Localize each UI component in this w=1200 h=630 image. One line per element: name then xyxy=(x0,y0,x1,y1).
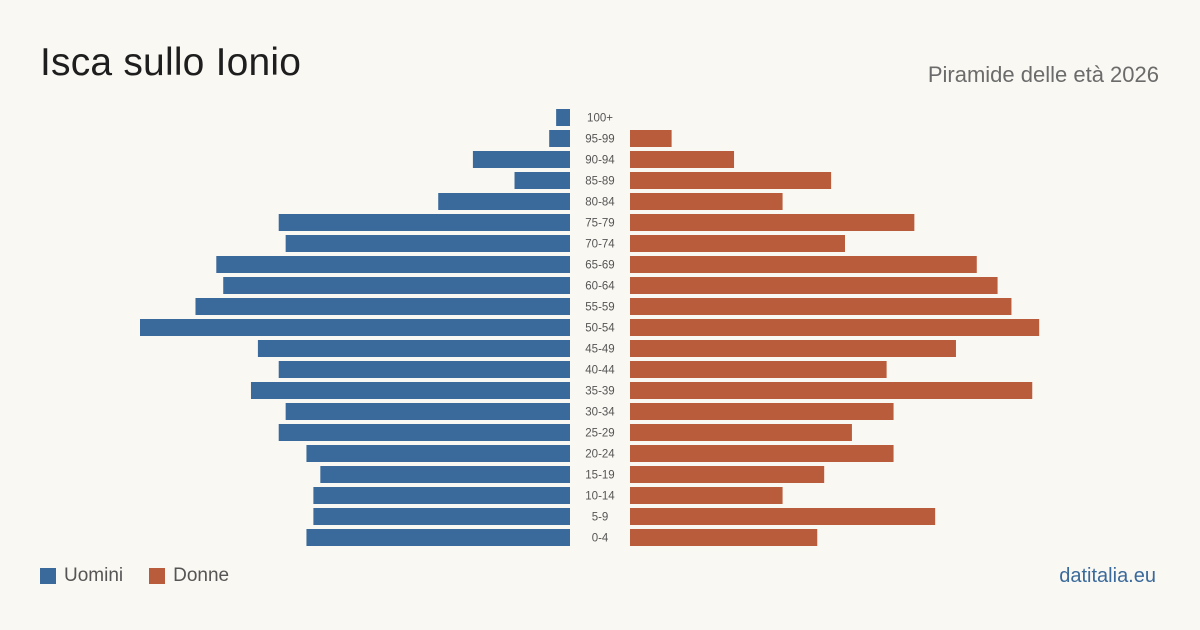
bar-women-95-99 xyxy=(630,130,672,147)
legend-item-men: Uomini xyxy=(40,565,123,587)
bar-women-50-54 xyxy=(630,319,1040,336)
age-label-85-89: 85-89 xyxy=(585,176,614,188)
bar-men-100+ xyxy=(556,109,570,126)
bar-women-90-94 xyxy=(630,151,735,168)
bar-men-85-89 xyxy=(514,172,570,189)
bar-men-25-29 xyxy=(278,424,570,441)
bar-men-55-59 xyxy=(195,298,570,315)
bar-women-70-74 xyxy=(630,235,845,252)
legend-swatch-men xyxy=(40,568,56,584)
age-label-30-34: 30-34 xyxy=(585,407,615,419)
age-label-45-49: 45-49 xyxy=(585,344,614,356)
bar-women-10-14 xyxy=(630,487,783,504)
age-label-35-39: 35-39 xyxy=(585,386,614,398)
page-title: Isca sullo Ionio xyxy=(40,41,302,84)
bar-men-5-9 xyxy=(313,508,570,525)
age-label-50-54: 50-54 xyxy=(585,323,615,335)
legend-label-men: Uomini xyxy=(64,565,124,586)
bar-men-0-4 xyxy=(306,529,570,546)
legend: Uomini Donne xyxy=(40,565,255,587)
bar-women-15-19 xyxy=(630,466,825,483)
age-label-40-44: 40-44 xyxy=(585,365,615,377)
source-link[interactable]: datitalia.eu xyxy=(1059,565,1156,587)
age-label-55-59: 55-59 xyxy=(585,302,614,314)
bar-women-65-69 xyxy=(630,256,977,273)
age-label-20-24: 20-24 xyxy=(585,449,615,461)
chart-subtitle: Piramide delle età 2026 xyxy=(927,62,1159,87)
bar-men-15-19 xyxy=(320,466,570,483)
age-label-60-64: 60-64 xyxy=(585,281,615,293)
age-label-10-14: 10-14 xyxy=(585,491,615,503)
bar-women-5-9 xyxy=(630,508,936,525)
bar-men-75-79 xyxy=(278,214,570,231)
bar-women-75-79 xyxy=(630,214,915,231)
age-label-0-4: 0-4 xyxy=(592,533,609,545)
bar-women-20-24 xyxy=(630,445,894,462)
age-label-95-99: 95-99 xyxy=(585,134,614,146)
bar-men-30-34 xyxy=(285,403,570,420)
bar-women-25-29 xyxy=(630,424,852,441)
bar-men-10-14 xyxy=(313,487,570,504)
age-label-70-74: 70-74 xyxy=(585,239,615,251)
age-label-25-29: 25-29 xyxy=(585,428,614,440)
bar-men-70-74 xyxy=(285,235,570,252)
bar-men-35-39 xyxy=(250,382,570,399)
bar-women-80-84 xyxy=(630,193,783,210)
age-label-15-19: 15-19 xyxy=(585,470,614,482)
bar-men-65-69 xyxy=(216,256,570,273)
bar-women-35-39 xyxy=(630,382,1033,399)
bar-men-80-84 xyxy=(438,193,570,210)
bar-men-95-99 xyxy=(549,130,570,147)
legend-swatch-women xyxy=(149,568,166,584)
age-label-90-94: 90-94 xyxy=(585,155,615,167)
bar-women-30-34 xyxy=(630,403,894,420)
bar-women-45-49 xyxy=(630,340,956,357)
legend-label-women: Donne xyxy=(173,565,230,586)
age-label-5-9: 5-9 xyxy=(592,512,609,524)
bar-women-40-44 xyxy=(630,361,887,378)
bar-men-60-64 xyxy=(223,277,570,294)
bar-men-20-24 xyxy=(306,445,570,462)
bar-men-45-49 xyxy=(257,340,570,357)
bar-women-55-59 xyxy=(630,298,1012,315)
age-label-65-69: 65-69 xyxy=(585,260,614,272)
age-label-80-84: 80-84 xyxy=(585,197,615,209)
bar-women-85-89 xyxy=(630,172,832,189)
legend-item-women: Donne xyxy=(149,565,229,587)
age-label-75-79: 75-79 xyxy=(585,218,614,230)
bar-women-0-4 xyxy=(630,529,818,546)
age-label-100+: 100+ xyxy=(587,113,613,125)
bar-women-60-64 xyxy=(630,277,998,294)
bar-men-50-54 xyxy=(140,319,570,336)
bar-men-90-94 xyxy=(472,151,570,168)
bar-men-40-44 xyxy=(278,361,570,378)
